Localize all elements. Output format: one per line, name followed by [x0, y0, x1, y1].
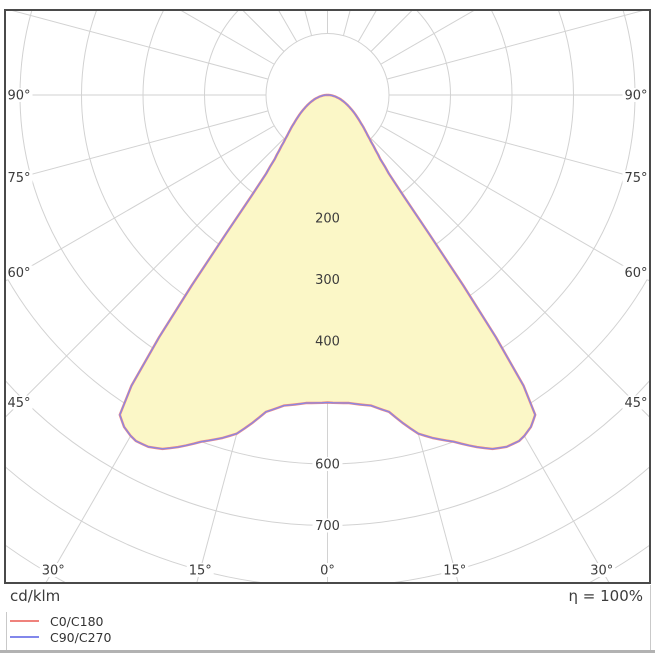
angle-label-bg [5, 265, 33, 280]
grid-spoke [370, 138, 649, 418]
legend-box-right-edge [650, 585, 651, 650]
ring-label: 600 [315, 458, 340, 473]
angle-label-bg [39, 563, 67, 577]
units-label: cd/klm [10, 587, 61, 605]
legend-line-blue [10, 636, 39, 638]
angle-label: 15° [443, 564, 466, 579]
efficiency-label: η = 100% [568, 587, 644, 605]
intensity-curves [118, 93, 537, 451]
plot-border [4, 9, 651, 584]
angle-label-bg [622, 88, 650, 102]
angle-label: 45° [7, 396, 30, 411]
grid-spoke [386, 11, 643, 80]
curve-c90-c270 [119, 94, 536, 450]
angle-label-bg [5, 88, 33, 102]
panel-bottom-edge [0, 650, 655, 653]
ring-label-bg [312, 518, 343, 533]
ring-labels: 200 300 400 600 700 45° 45° 60° 60° 75° 75° 90° 90° 0… [5, 88, 650, 579]
curve-fill [119, 95, 536, 449]
legend-item-c90: C90/C270 [10, 629, 111, 645]
legend: C0/C180 C90/C270 [10, 613, 111, 645]
ring-label-bg [312, 272, 343, 287]
angle-label: 90° [7, 89, 30, 104]
ring-label: 400 [315, 335, 340, 350]
ring-label: 700 [315, 519, 340, 534]
angle-label: 45° [624, 396, 647, 411]
ring-label-bg [312, 457, 343, 471]
grid-spoke [6, 110, 269, 182]
angle-label: 15° [189, 564, 212, 579]
angle-label: 30° [42, 564, 65, 579]
angle-label: 60° [624, 266, 647, 281]
angle-label: 30° [590, 564, 613, 579]
angle-label-bg [622, 395, 650, 410]
angle-label-bg [186, 563, 214, 577]
legend-line-red [10, 620, 39, 622]
legend-box-left-edge [6, 612, 7, 650]
angle-label-bg [588, 563, 616, 577]
grid-spoke [386, 110, 649, 182]
grid-spoke [6, 138, 285, 418]
ring-label: 300 [315, 273, 340, 288]
angle-label-bg [441, 563, 469, 577]
legend-label-c0: C0/C180 [50, 613, 104, 629]
angle-label-bg [5, 170, 33, 185]
legend-item-c0: C0/C180 [10, 613, 111, 629]
angle-label: 0° [320, 564, 335, 579]
angle-label: 75° [7, 171, 30, 186]
legend-label-c90: C90/C270 [50, 629, 112, 645]
grid-spoke [6, 125, 275, 282]
angle-label-bg [622, 265, 650, 280]
angle-label-bg [622, 170, 650, 185]
grid-spoke [380, 125, 649, 282]
angle-label: 75° [624, 171, 647, 186]
grid-spoke [12, 11, 269, 80]
ring-label-bg [312, 211, 343, 225]
ring-label-bg [312, 334, 343, 348]
angle-label: 60° [7, 266, 30, 281]
angle-label: 90° [624, 89, 647, 104]
angle-label-bg [5, 395, 33, 410]
angle-label-bg [316, 563, 339, 577]
ring-label: 200 [315, 212, 340, 227]
